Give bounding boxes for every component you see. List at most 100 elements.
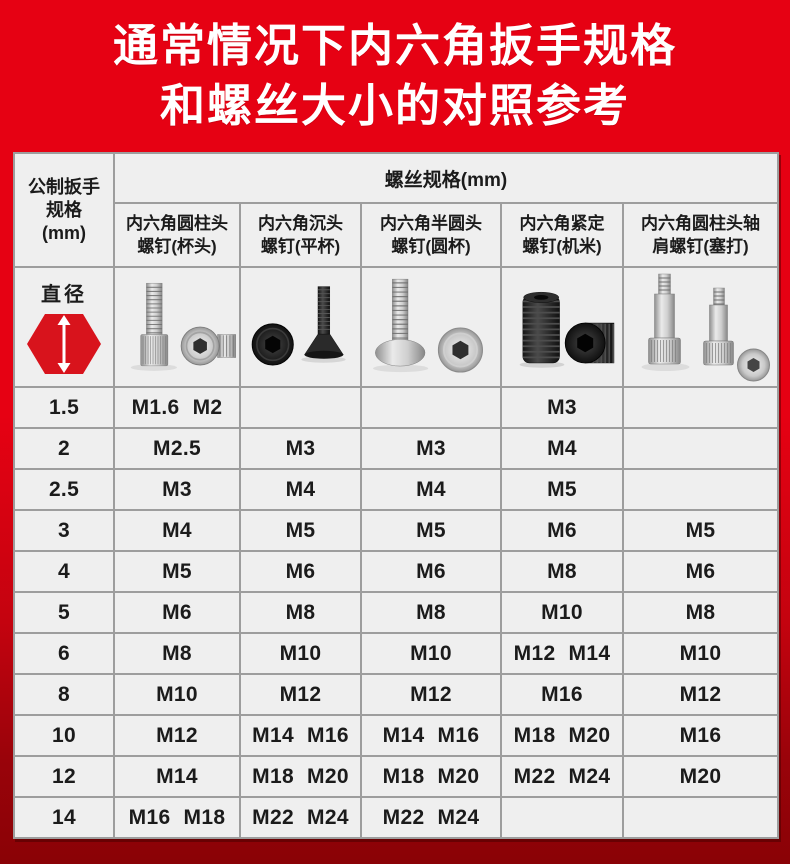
shoulder-screw-photo (622, 266, 779, 388)
screw-size-cell: M8 (500, 550, 624, 593)
screw-size-cell: M6 (113, 591, 241, 634)
screw-size-cell (622, 427, 779, 470)
screw-size-cell: M22 M24 (360, 796, 502, 839)
screw-size-cell: M8 (113, 632, 241, 675)
col-header-line: 螺钉(圆杯) (391, 237, 471, 256)
screw-size-cell: M4 (360, 468, 502, 511)
col-header-shoulder-screw: 内六角圆柱头轴 肩螺钉(塞打) (622, 202, 779, 268)
col-header-line: 螺钉(机米) (522, 237, 602, 256)
screw-size-cell: M10 (622, 632, 779, 675)
wrench-spec-header: 公制扳手 规格 (mm) (13, 152, 115, 268)
page-title-line1: 通常情况下内六角扳手规格 (112, 20, 677, 71)
wrench-header-line: (mm) (42, 222, 86, 243)
countersunk-screw-photo (239, 266, 362, 388)
screw-size-cell: M8 (360, 591, 502, 634)
socket-head-cap-screw-photo (113, 266, 241, 388)
col-header-line: 内六角圆柱头轴 (641, 214, 760, 233)
screw-size-cell: M1.6 M2 (113, 386, 241, 429)
screw-size-cell: M12 (360, 673, 502, 716)
title-band: 通常情况下内六角扳手规格 和螺丝大小的对照参考 (0, 0, 790, 136)
col-header-set-screw: 内六角紧定 螺钉(机米) (500, 202, 624, 268)
screw-size-cell: M16 (622, 714, 779, 757)
wrench-size-cell: 5 (13, 591, 115, 634)
table-row: 5 M6 M8 M8 M10 M8 (13, 591, 779, 634)
screw-size-cell: M22 M24 (239, 796, 362, 839)
screw-size-cell: M14 (113, 755, 241, 798)
wrench-size-cell: 2 (13, 427, 115, 470)
table-row: 3 M4 M5 M5 M6 M5 (13, 509, 779, 552)
wrench-size-cell: 4 (13, 550, 115, 593)
screw-size-cell (622, 386, 779, 429)
col-header-line: 螺钉(杯头) (137, 237, 217, 256)
table-row: 14 M16 M18 M22 M24 M22 M24 (13, 796, 779, 839)
screw-size-cell: M10 (113, 673, 241, 716)
screw-size-cell: M16 (500, 673, 624, 716)
wrench-size-cell: 3 (13, 509, 115, 552)
screw-size-cell: M6 (622, 550, 779, 593)
table-row: 2.5 M3 M4 M4 M5 (13, 468, 779, 511)
set-screw-photo (500, 266, 624, 388)
wrench-size-cell: 6 (13, 632, 115, 675)
screw-size-cell: M12 (113, 714, 241, 757)
screw-size-cell: M2.5 (113, 427, 241, 470)
diameter-cell: 直径 (13, 266, 115, 388)
hexagon-diameter-icon (27, 313, 101, 374)
col-header-line: 肩螺钉(塞打) (652, 237, 749, 256)
table-row: 10 M12 M14 M16 M14 M16 M18 M20 M16 (13, 714, 779, 757)
screw-size-cell: M8 (239, 591, 362, 634)
wrench-size-cell: 2.5 (13, 468, 115, 511)
col-header-cup-head: 内六角圆柱头 螺钉(杯头) (113, 202, 241, 268)
table-row: 8 M10 M12 M12 M16 M12 (13, 673, 779, 716)
screw-size-cell: M16 M18 (113, 796, 241, 839)
table-row: 4 M5 M6 M6 M8 M6 (13, 550, 779, 593)
screw-size-cell: M3 (360, 427, 502, 470)
screw-size-cell: M3 (239, 427, 362, 470)
screw-size-cell: M10 (239, 632, 362, 675)
col-header-line: 内六角紧定 (519, 214, 605, 233)
col-header-line: 内六角半圆头 (380, 214, 482, 233)
screw-size-cell: M12 (622, 673, 779, 716)
wrench-size-cell: 8 (13, 673, 115, 716)
wrench-size-cell: 1.5 (13, 386, 115, 429)
screw-size-cell: M6 (500, 509, 624, 552)
screw-spec-header: 螺丝规格(mm) (113, 152, 779, 204)
col-header-button-head: 内六角半圆头 螺钉(圆杯) (360, 202, 502, 268)
screw-size-cell: M22 M24 (500, 755, 624, 798)
screw-size-cell: M14 M16 (239, 714, 362, 757)
col-header-countersunk: 内六角沉头 螺钉(平杯) (239, 202, 362, 268)
col-header-line: 内六角沉头 (258, 214, 343, 233)
table-row: 2 M2.5 M3 M3 M4 (13, 427, 779, 470)
page-title-line2: 和螺丝大小的对照参考 (159, 80, 630, 131)
table-row: 1.5 M1.6 M2 M3 (13, 386, 779, 429)
screw-size-cell: M18 M20 (360, 755, 502, 798)
wrench-header-line: 规格 (46, 199, 82, 220)
wrench-size-cell: 14 (13, 796, 115, 839)
wrench-header-line: 公制扳手 (28, 176, 100, 197)
wrench-size-cell: 12 (13, 755, 115, 798)
screw-size-cell (622, 796, 779, 839)
screw-size-cell: M20 (622, 755, 779, 798)
screw-size-cell (500, 796, 624, 839)
col-header-line: 内六角圆柱头 (126, 214, 228, 233)
screw-size-cell: M4 (113, 509, 241, 552)
screw-size-cell: M10 (360, 632, 502, 675)
table-row: 12 M14 M18 M20 M18 M20 M22 M24 M20 (13, 755, 779, 798)
screw-size-cell: M6 (360, 550, 502, 593)
screw-size-cell (360, 386, 502, 429)
screw-size-cell: M6 (239, 550, 362, 593)
screw-size-cell (239, 386, 362, 429)
screw-size-cell (622, 468, 779, 511)
screw-size-cell: M14 M16 (360, 714, 502, 757)
screw-size-cell: M3 (113, 468, 241, 511)
diameter-label: 直径 (41, 283, 87, 306)
table-row: 6 M8 M10 M10 M12 M14 M10 (13, 632, 779, 675)
screw-size-cell: M10 (500, 591, 624, 634)
screw-size-cell: M3 (500, 386, 624, 429)
screw-size-cell: M5 (239, 509, 362, 552)
button-head-screw-photo (360, 266, 502, 388)
screw-size-cell: M4 (500, 427, 624, 470)
screw-size-cell: M18 M20 (239, 755, 362, 798)
screw-size-cell: M5 (360, 509, 502, 552)
col-header-line: 螺钉(平杯) (260, 237, 341, 256)
